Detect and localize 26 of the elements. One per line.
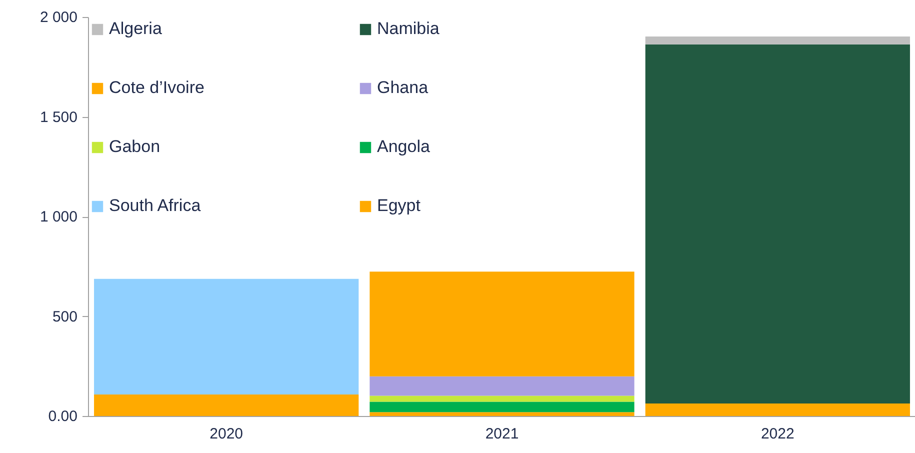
y-tick-label: 2 000 xyxy=(40,9,78,26)
legend-label: Egypt xyxy=(377,196,422,216)
bar xyxy=(645,404,910,416)
bar xyxy=(94,394,359,416)
y-tick-label: 1 000 xyxy=(40,208,78,226)
bar xyxy=(370,402,634,412)
bar xyxy=(370,376,634,396)
x-tick-label: 2020 xyxy=(210,426,244,442)
legend-label: South Africa xyxy=(109,196,202,216)
bar xyxy=(645,44,910,404)
x-tick-label: 2021 xyxy=(485,426,519,442)
bar xyxy=(370,272,634,376)
legend-label: Namibia xyxy=(377,19,440,39)
legend-label: Angola xyxy=(377,137,431,157)
bar xyxy=(370,412,634,416)
y-tick-label: 1 500 xyxy=(40,108,78,126)
y-tick-label: 0.00 xyxy=(48,408,78,425)
legend-label: Ghana xyxy=(377,78,430,98)
x-tick-label: 2022 xyxy=(760,426,794,442)
y-tick-label: 500 xyxy=(52,308,78,326)
legend-label: Algeria xyxy=(109,19,163,39)
legend-label: Cote d’Ivoire xyxy=(109,78,206,98)
bar xyxy=(645,36,910,44)
bar xyxy=(370,396,634,402)
bar xyxy=(94,278,359,395)
legend-label: Gabon xyxy=(109,137,162,157)
